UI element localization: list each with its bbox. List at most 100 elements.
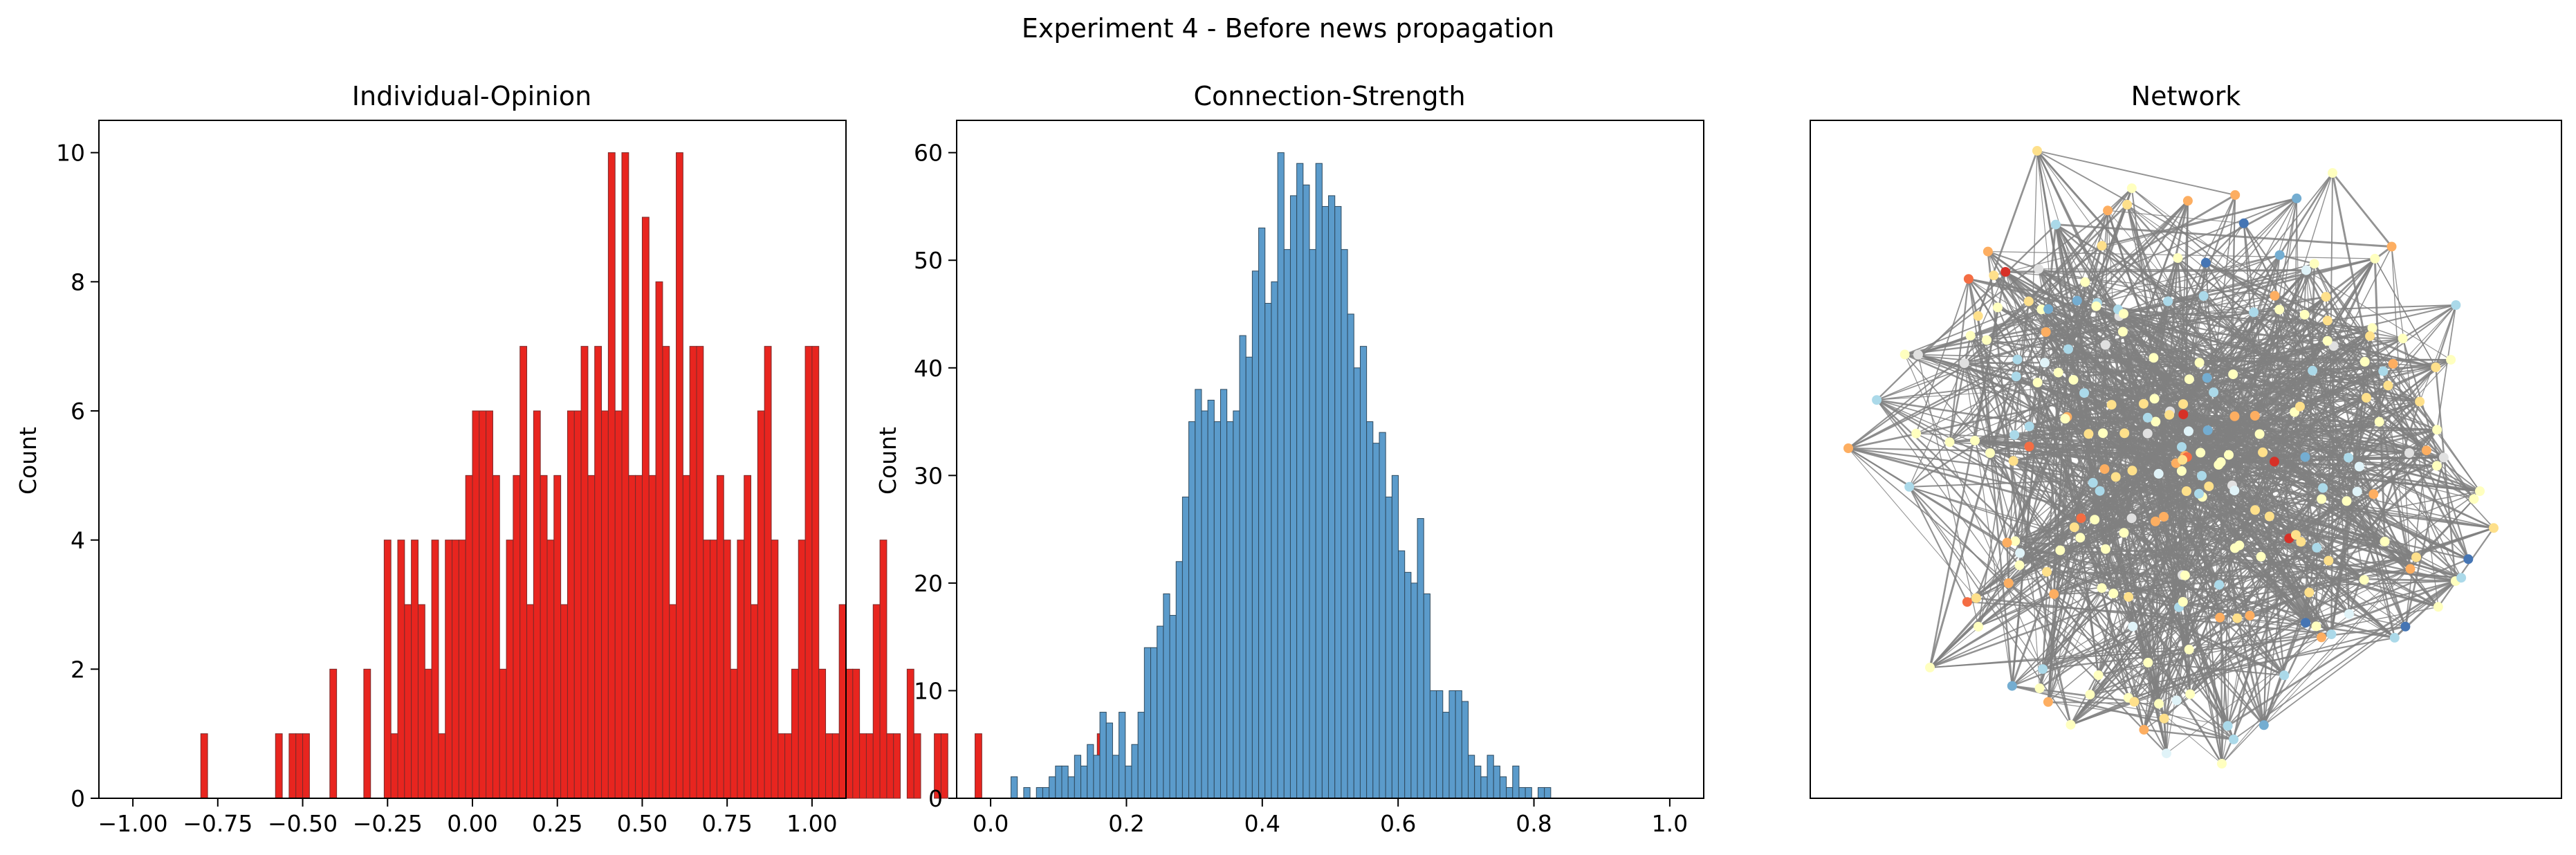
network-node — [2438, 452, 2449, 463]
network-edge — [2007, 582, 2129, 699]
network-node — [2291, 530, 2301, 540]
network-node — [2066, 719, 2076, 730]
network-edge — [1904, 197, 2297, 356]
individual-opinion-bar — [567, 410, 575, 799]
network-edge — [2387, 385, 2411, 454]
individual-opinion-bar — [573, 410, 582, 799]
network-edge — [2263, 538, 2290, 726]
individual-opinion-x-tick-label: 0.00 — [447, 810, 497, 837]
connection-strength-x-tick-label: 0.4 — [1244, 810, 1280, 837]
network-edge — [2036, 382, 2145, 730]
network-edge — [1929, 452, 2410, 668]
individual-opinion-bar — [641, 217, 650, 799]
network-edge — [2437, 527, 2494, 607]
network-node — [2264, 511, 2274, 522]
network-edge — [2147, 417, 2444, 459]
connection-strength-bar — [1213, 421, 1221, 799]
individual-opinion-bar — [397, 540, 405, 799]
network-node — [2069, 522, 2079, 533]
connection-strength-bar — [1334, 205, 1342, 799]
network-node — [2433, 602, 2443, 612]
network-edge — [2177, 257, 2223, 764]
network-node — [2296, 537, 2306, 547]
network-node — [1971, 593, 1981, 603]
individual-opinion-bar — [778, 733, 786, 799]
connection-strength-bar — [1474, 765, 1482, 799]
individual-opinion-y-tick-label: 8 — [71, 268, 85, 295]
network-node — [2024, 421, 2034, 432]
bars-individual-opinion — [200, 152, 1105, 799]
individual-opinion-bar — [601, 410, 609, 799]
network-node — [2270, 457, 2279, 467]
network-edge — [2186, 172, 2333, 458]
network-node — [2042, 567, 2052, 577]
network-node — [2270, 291, 2280, 301]
network-node — [2154, 699, 2164, 709]
network-node — [2143, 657, 2153, 668]
network-node — [2076, 513, 2086, 524]
network-edge — [2055, 224, 2229, 455]
connection-strength-y-tick-label: 40 — [914, 355, 943, 382]
individual-opinion-bar — [383, 540, 392, 799]
individual-opinion-bar — [655, 281, 663, 799]
network-node — [2032, 378, 2043, 387]
network-node — [2178, 410, 2189, 420]
connection-strength-bar — [1119, 712, 1126, 799]
connection-strength-y-tick-label: 60 — [914, 140, 943, 167]
individual-opinion-y-tick-label: 4 — [71, 527, 85, 554]
network-node — [2300, 452, 2310, 462]
network-edge — [2408, 452, 2469, 560]
network-node — [2181, 486, 2191, 496]
network-edge — [2072, 200, 2189, 380]
individual-opinion-y-tick-label: 0 — [71, 785, 85, 812]
network-edge — [2227, 194, 2236, 726]
network-edge — [2436, 465, 2494, 528]
network-edge — [2155, 521, 2385, 542]
network-node — [2217, 759, 2227, 769]
network-edge — [2052, 349, 2070, 594]
individual-opinion-x-tick-label: 0.25 — [532, 810, 582, 837]
connection-strength-bar — [1341, 249, 1348, 799]
individual-opinion-bar — [302, 733, 310, 799]
network-node — [2318, 483, 2328, 493]
figure-suptitle: Experiment 4 - Before news propagation — [1022, 13, 1554, 44]
network-edge — [2037, 362, 2200, 383]
network-edge — [1989, 452, 2350, 615]
network-node — [2301, 265, 2311, 275]
individual-opinion-bar — [831, 733, 840, 799]
individual-opinion-bar — [669, 604, 677, 799]
network-node — [2072, 295, 2082, 306]
network-node — [2299, 309, 2310, 320]
individual-opinion-x-tick-label: 0.75 — [701, 810, 752, 837]
network-node — [1899, 349, 1910, 360]
network-node — [1913, 349, 1923, 360]
network-edge — [2236, 537, 2290, 619]
individual-opinion-bar — [587, 475, 596, 799]
network-node — [2322, 335, 2333, 346]
connection-strength-bar — [1321, 205, 1330, 799]
network-edge — [2189, 429, 2438, 695]
network-node — [2098, 428, 2108, 439]
connection-strength-y-tick-label: 20 — [914, 570, 943, 597]
panel-connection-strength: Connection-Strength Count 0.0 0.2 0.4 0.6 0.… — [874, 81, 1704, 837]
network-node — [2178, 597, 2188, 607]
network-edge — [2073, 379, 2357, 493]
network-edge — [2348, 457, 2407, 627]
network-node — [2250, 411, 2260, 421]
connection-strength-bar — [1143, 647, 1152, 799]
network-node — [2075, 533, 2086, 543]
connection-strength-y-tick-label: 50 — [914, 247, 943, 274]
network-node — [2003, 578, 2014, 588]
plot-frame-connection-strength — [956, 120, 1704, 799]
individual-opinion-bar — [580, 346, 589, 799]
network-node — [2463, 554, 2474, 564]
connection-strength-bar — [1055, 765, 1062, 799]
network-edge — [2027, 187, 2133, 302]
network-node — [2311, 621, 2321, 632]
network-node — [1989, 270, 1999, 281]
network-edge — [2132, 475, 2202, 627]
network-node — [2489, 523, 2499, 533]
connection-strength-bar — [1105, 722, 1113, 799]
network-node — [2344, 452, 2354, 463]
individual-opinion-bar — [906, 668, 914, 799]
